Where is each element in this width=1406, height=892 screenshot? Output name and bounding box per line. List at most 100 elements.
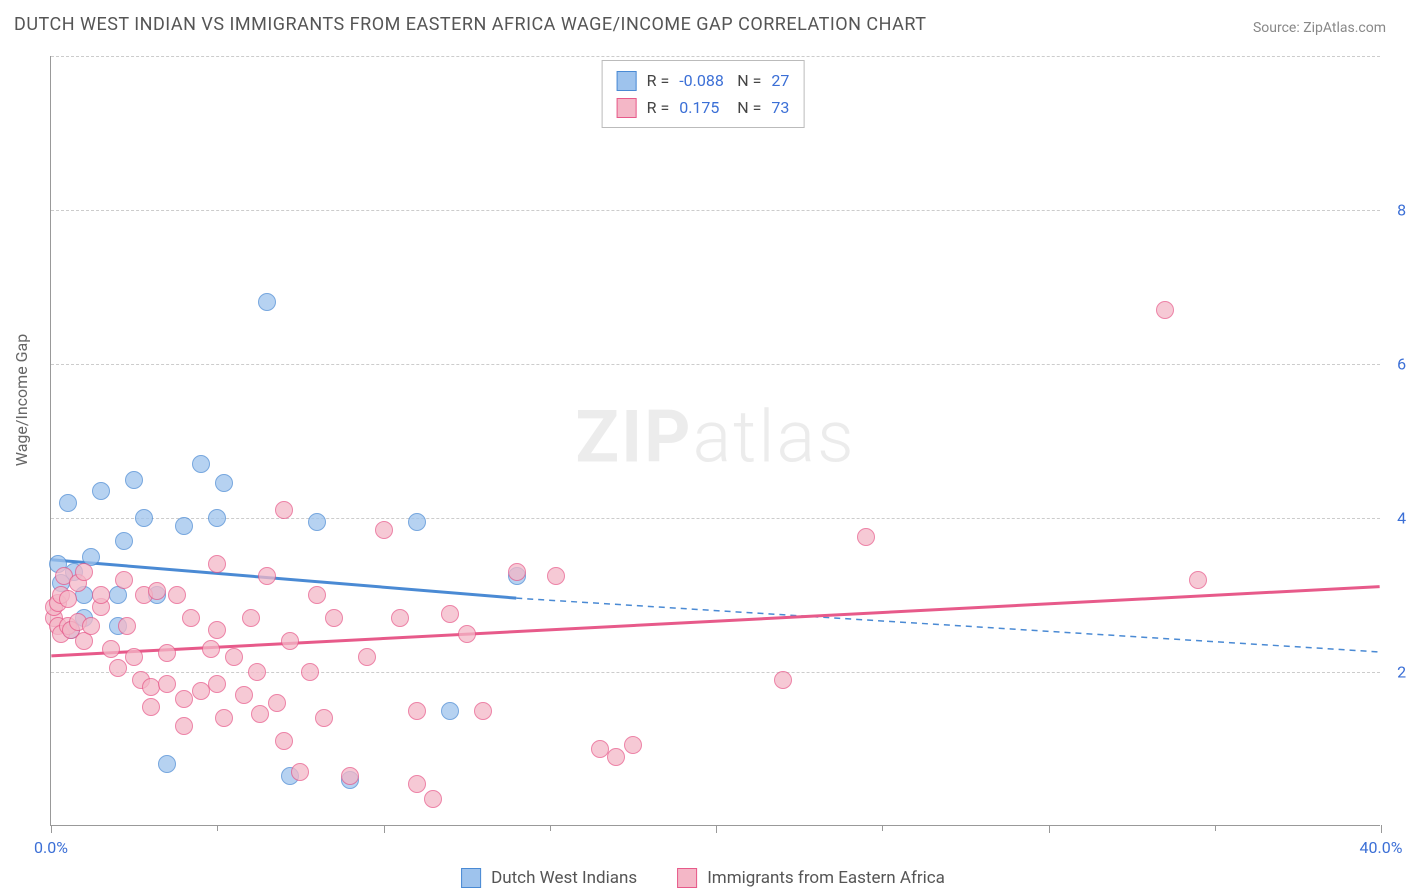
scatter-point: [109, 586, 127, 604]
scatter-point: [148, 582, 166, 600]
scatter-point: [142, 698, 160, 716]
legend-bottom-item: Immigrants from Eastern Africa: [677, 868, 945, 888]
scatter-point: [547, 567, 565, 585]
scatter-point: [208, 675, 226, 693]
scatter-point: [125, 648, 143, 666]
n-label: N =: [737, 67, 761, 94]
scatter-point: [208, 509, 226, 527]
scatter-point: [59, 494, 77, 512]
watermark-zip: ZIP: [575, 394, 692, 479]
scatter-point: [1156, 301, 1174, 319]
scatter-point: [1189, 571, 1207, 589]
scatter-point: [75, 632, 93, 650]
r-label: R =: [647, 67, 670, 94]
x-tick: [1381, 825, 1382, 833]
scatter-point: [458, 625, 476, 643]
r-label: R =: [647, 94, 670, 121]
scatter-point: [268, 694, 286, 712]
legend-swatch: [461, 868, 481, 888]
x-minor-tick: [1215, 825, 1216, 831]
scatter-point: [508, 563, 526, 581]
scatter-point: [92, 482, 110, 500]
scatter-point: [242, 609, 260, 627]
scatter-point: [624, 736, 642, 754]
scatter-point: [275, 732, 293, 750]
scatter-point: [424, 790, 442, 808]
scatter-point: [82, 617, 100, 635]
scatter-point: [408, 513, 426, 531]
y-tick-label: 40.0%: [1385, 509, 1406, 528]
legend-bottom-item: Dutch West Indians: [461, 868, 637, 888]
scatter-point: [391, 609, 409, 627]
scatter-point: [92, 586, 110, 604]
x-tick-label: 40.0%: [1360, 838, 1403, 857]
n-label: N =: [737, 94, 761, 121]
correlation-legend: R = -0.088 N = 27 R = 0.175 N = 73: [602, 60, 805, 128]
scatter-point: [158, 644, 176, 662]
scatter-point: [135, 509, 153, 527]
scatter-point: [308, 513, 326, 531]
grid-line: [51, 518, 1380, 519]
legend-swatch: [617, 71, 637, 91]
chart-plot-area: ZIPatlas 20.0%40.0%60.0%80.0%0.0%40.0%: [50, 56, 1380, 826]
scatter-point: [341, 767, 359, 785]
watermark-atlas: atlas: [693, 394, 856, 479]
x-minor-tick: [217, 825, 218, 831]
scatter-point: [258, 567, 276, 585]
scatter-point: [202, 640, 220, 658]
grid-line: [51, 56, 1380, 57]
scatter-point: [315, 709, 333, 727]
legend-top-row: R = -0.088 N = 27: [617, 67, 790, 94]
scatter-point: [291, 763, 309, 781]
scatter-point: [774, 671, 792, 689]
legend-swatch: [677, 868, 697, 888]
series-name: Dutch West Indians: [491, 868, 637, 888]
scatter-point: [109, 659, 127, 677]
r-value: -0.088: [679, 67, 727, 94]
scatter-point: [375, 521, 393, 539]
scatter-point: [408, 702, 426, 720]
x-tick: [716, 825, 717, 833]
x-minor-tick: [882, 825, 883, 831]
scatter-point: [358, 648, 376, 666]
scatter-point: [248, 663, 266, 681]
scatter-point: [251, 705, 269, 723]
source-label: Source: ZipAtlas.com: [1253, 20, 1386, 36]
scatter-point: [607, 748, 625, 766]
x-tick: [51, 825, 52, 833]
scatter-point: [474, 702, 492, 720]
scatter-point: [175, 690, 193, 708]
y-axis-label: Wage/Income Gap: [12, 334, 31, 466]
x-tick: [1049, 825, 1050, 833]
chart-title: DUTCH WEST INDIAN VS IMMIGRANTS FROM EAS…: [14, 14, 927, 35]
y-tick-label: 20.0%: [1385, 663, 1406, 682]
scatter-point: [281, 632, 299, 650]
scatter-point: [215, 709, 233, 727]
legend-top-row: R = 0.175 N = 73: [617, 94, 790, 121]
scatter-point: [75, 563, 93, 581]
scatter-point: [125, 471, 143, 489]
x-tick: [384, 825, 385, 833]
scatter-point: [158, 675, 176, 693]
n-value: 27: [771, 67, 789, 94]
watermark: ZIPatlas: [575, 394, 855, 479]
x-tick-label: 0.0%: [34, 838, 68, 857]
n-value: 73: [771, 94, 789, 121]
scatter-point: [182, 609, 200, 627]
x-minor-tick: [550, 825, 551, 831]
scatter-point: [408, 775, 426, 793]
scatter-point: [168, 586, 186, 604]
scatter-point: [258, 293, 276, 311]
y-tick-label: 80.0%: [1385, 201, 1406, 220]
scatter-point: [115, 571, 133, 589]
scatter-point: [208, 621, 226, 639]
scatter-point: [175, 517, 193, 535]
scatter-point: [441, 702, 459, 720]
r-value: 0.175: [679, 94, 727, 121]
scatter-point: [192, 455, 210, 473]
scatter-point: [118, 617, 136, 635]
scatter-point: [441, 605, 459, 623]
scatter-point: [158, 755, 176, 773]
scatter-point: [115, 532, 133, 550]
scatter-point: [235, 686, 253, 704]
